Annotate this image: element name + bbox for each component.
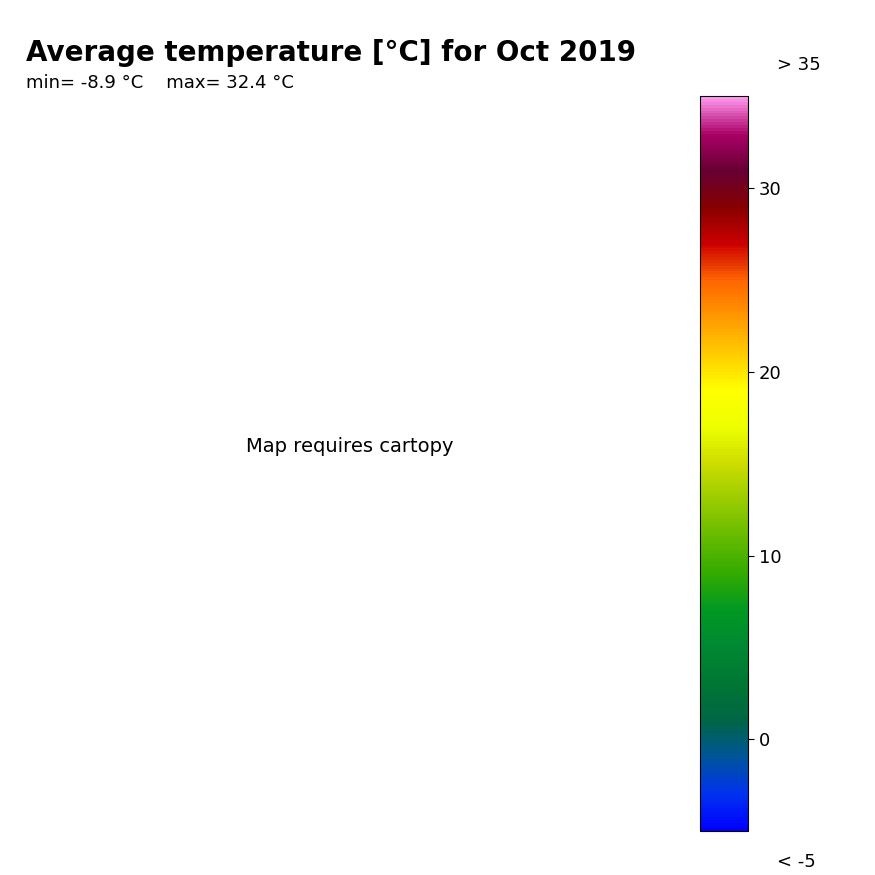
Text: > 35: > 35 — [777, 56, 821, 74]
Text: Average temperature [°C] for Oct 2019: Average temperature [°C] for Oct 2019 — [26, 39, 636, 67]
Text: Map requires cartopy: Map requires cartopy — [246, 437, 454, 456]
Text: < -5: < -5 — [777, 853, 816, 872]
Text: min= -8.9 °C    max= 32.4 °C: min= -8.9 °C max= 32.4 °C — [26, 74, 294, 93]
